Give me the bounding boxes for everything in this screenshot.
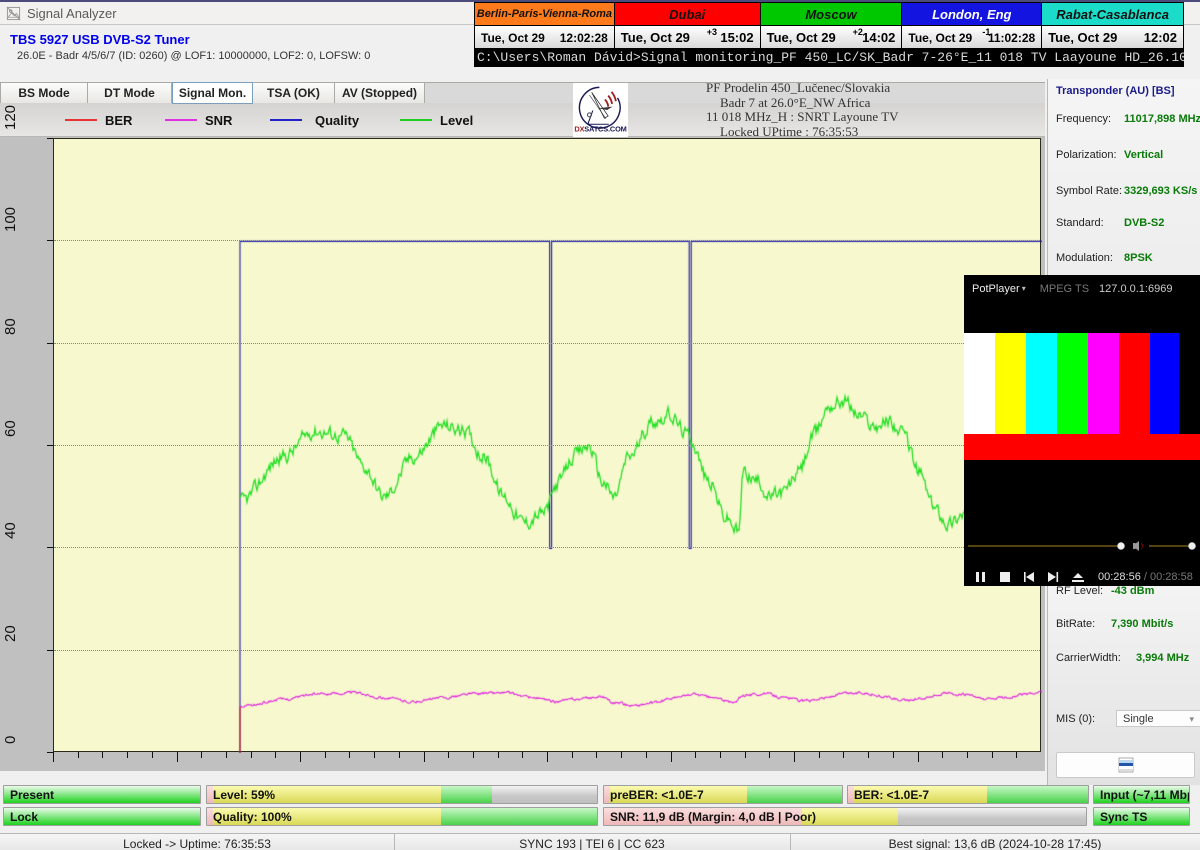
svg-text:DXSATCS.COM: DXSATCS.COM bbox=[574, 124, 626, 133]
